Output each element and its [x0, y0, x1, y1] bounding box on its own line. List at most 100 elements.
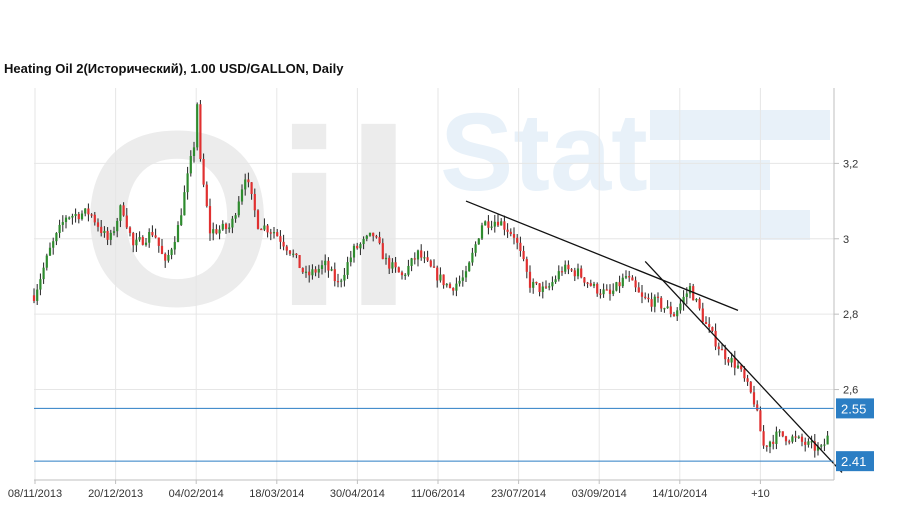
x-tick-label: 14/10/2014: [652, 488, 707, 500]
candle-body: [567, 264, 570, 270]
candle-body: [679, 303, 682, 311]
candle-body: [708, 324, 711, 328]
candle-body: [733, 357, 736, 368]
candle-body: [631, 277, 634, 281]
candle-body: [452, 287, 455, 291]
candle-body: [295, 253, 298, 256]
candle-body: [55, 233, 58, 242]
candle-body: [506, 229, 509, 232]
candle-body: [800, 436, 804, 442]
candle-body: [68, 217, 71, 219]
candle-body: [605, 289, 608, 291]
candle-body: [52, 241, 55, 248]
candle-body: [589, 283, 592, 286]
candle-body: [343, 274, 346, 281]
candle-body: [730, 357, 733, 363]
candle-body: [327, 260, 330, 271]
candle-body: [135, 239, 138, 246]
candle-body: [276, 232, 279, 237]
candle-body: [672, 314, 676, 317]
candle-body: [794, 436, 797, 438]
candle-body: [282, 241, 285, 247]
level-label-bg: [836, 398, 874, 419]
candle-body: [548, 286, 551, 288]
candle-body: [666, 306, 669, 309]
candle-body: [202, 159, 205, 185]
candle-body: [612, 290, 615, 294]
candle-body: [71, 215, 74, 218]
x-tick-label: 08/11/2013: [8, 488, 62, 500]
candle-body: [746, 378, 749, 382]
candle-body: [474, 244, 477, 253]
candle-body: [583, 277, 586, 283]
watermark-text-oil: Oil: [80, 79, 413, 358]
candle-body: [685, 293, 688, 297]
candle-body: [80, 213, 84, 220]
candle-body: [663, 308, 666, 310]
candle-body: [420, 250, 423, 258]
candle-body: [368, 232, 372, 236]
candle-body: [237, 201, 240, 216]
candle-body: [772, 441, 775, 444]
candle-body: [762, 431, 765, 446]
candle-body: [439, 274, 442, 281]
candle-body: [650, 299, 653, 307]
candle-body: [215, 229, 218, 234]
candle-body: [704, 321, 708, 325]
candle-body: [519, 242, 522, 251]
candle-body: [532, 281, 535, 288]
candle-body: [423, 257, 426, 259]
candle-body: [551, 282, 554, 287]
candle-body: [471, 252, 474, 263]
candle-body: [116, 220, 119, 232]
candle-body: [535, 281, 538, 284]
candle-body: [740, 365, 743, 370]
candle-body: [596, 283, 599, 294]
candles: [32, 100, 829, 458]
candle-body: [333, 269, 336, 282]
x-tick-label: 20/12/2013: [88, 488, 143, 500]
candle-body: [784, 436, 788, 442]
candle-body: [32, 295, 36, 301]
candle-body: [397, 267, 400, 273]
candle-body: [234, 215, 237, 219]
candle-body: [336, 281, 340, 283]
candle-body: [391, 262, 394, 269]
candle-body: [141, 237, 144, 245]
candle-body: [103, 230, 106, 233]
candle-body: [682, 296, 685, 304]
candle-body: [112, 231, 116, 233]
candle-body: [218, 229, 221, 234]
candle-body: [378, 237, 381, 244]
candle-body: [93, 214, 96, 223]
candle-body: [58, 224, 61, 234]
candle-body: [39, 279, 42, 290]
y-tick-label: 2,6: [843, 385, 858, 397]
candle-body: [269, 232, 272, 234]
candle-body: [445, 284, 448, 286]
candle-body: [375, 236, 378, 238]
candle-body: [436, 267, 439, 281]
candle-body: [228, 227, 231, 229]
candle-body: [810, 441, 813, 443]
candle-body: [480, 225, 484, 239]
candle-body: [272, 232, 276, 234]
candle-body: [429, 260, 432, 267]
grid: [34, 88, 834, 480]
watermark-bar: [650, 210, 810, 240]
candle-body: [500, 221, 503, 226]
candle-body: [615, 282, 618, 291]
candle-body: [394, 262, 397, 268]
candle-body: [100, 226, 103, 233]
candle-body: [477, 238, 480, 245]
candle-body: [240, 189, 244, 202]
candle-body: [183, 192, 186, 216]
candle-body: [676, 310, 679, 317]
candle-body: [381, 243, 384, 260]
candle-body: [173, 241, 176, 250]
candle-body: [128, 227, 132, 233]
candle-body: [781, 431, 784, 437]
candle-body: [416, 250, 420, 260]
